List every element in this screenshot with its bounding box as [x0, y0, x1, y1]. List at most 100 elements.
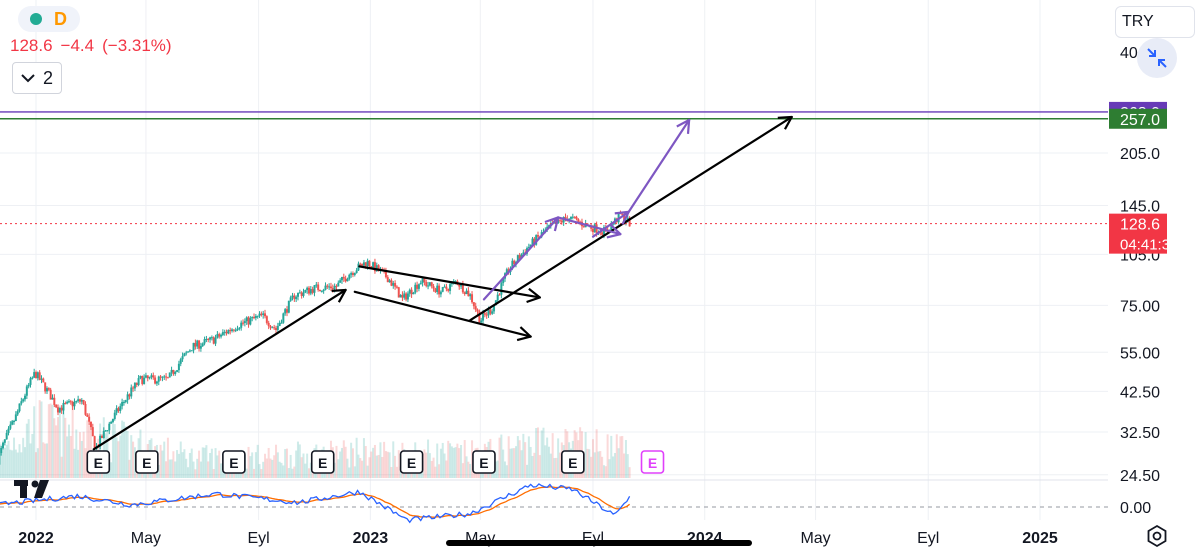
settings-icon[interactable]	[1145, 524, 1169, 548]
volume-bar	[522, 433, 525, 478]
volume-bar	[454, 447, 457, 478]
volume-bar	[597, 451, 600, 478]
volume-bar	[42, 442, 45, 478]
candle-body	[152, 375, 155, 378]
volume-bar	[119, 435, 122, 478]
candle-body	[329, 286, 332, 289]
candle-body	[296, 292, 299, 297]
volume-bar	[67, 424, 70, 478]
candle-body	[493, 305, 496, 312]
volume-bar	[553, 458, 556, 478]
candle-body	[44, 382, 47, 392]
volume-bar	[368, 457, 371, 478]
volume-bar	[551, 433, 554, 478]
horizontal-levels[interactable]	[0, 111, 1108, 225]
earnings-marker[interactable]: E	[135, 450, 159, 474]
volume-bar	[432, 457, 435, 478]
volume-bar	[56, 417, 59, 478]
indicators-toggle-button[interactable]: 2	[12, 62, 62, 94]
arrow-head	[606, 223, 622, 239]
candle-body	[502, 278, 505, 284]
drawn-arrows[interactable]	[92, 115, 793, 451]
earnings-marker[interactable]: E	[472, 450, 496, 474]
candle-body	[35, 372, 37, 379]
volume-bar	[447, 440, 450, 478]
candle-body	[621, 213, 624, 215]
candle-body	[201, 343, 204, 347]
candle-body	[395, 286, 398, 288]
candle-body	[364, 262, 367, 267]
candle-body	[427, 285, 430, 287]
volume-bar	[22, 437, 25, 478]
candle-body	[602, 227, 605, 235]
candle-body	[471, 294, 474, 303]
quote-line: 128.6 −4.4 (−3.31%)	[10, 36, 180, 56]
candle-body	[474, 306, 477, 310]
candle-body	[458, 284, 461, 287]
volume-bar	[300, 457, 303, 478]
earnings-marker[interactable]: E	[310, 450, 335, 474]
candle-body	[194, 342, 197, 347]
volume-bar	[621, 436, 624, 478]
trend-arrow[interactable]	[358, 265, 541, 299]
candle-body	[91, 427, 94, 437]
candle-body	[482, 313, 485, 321]
candle-body	[214, 337, 217, 344]
candle-body	[443, 286, 446, 288]
candle-body	[535, 235, 538, 245]
candle-body	[232, 329, 235, 331]
candle-body	[326, 285, 329, 287]
volume-bar	[214, 448, 217, 478]
earnings-marker[interactable]: E	[399, 450, 424, 474]
volume-bar	[251, 452, 254, 478]
volume-bar	[544, 445, 547, 478]
volume-bar	[557, 438, 560, 478]
volume-bar	[370, 451, 373, 478]
volume-bar	[256, 444, 259, 478]
volume-bar	[35, 452, 37, 478]
trend-arrow[interactable]	[627, 118, 691, 213]
volume-bar	[267, 447, 270, 478]
trend-arrow[interactable]	[92, 288, 347, 451]
candle-body	[265, 316, 268, 323]
trend-arrow[interactable]	[353, 290, 532, 338]
candle-body	[309, 289, 312, 294]
candle-body	[304, 290, 307, 293]
candle-body	[489, 309, 492, 314]
candle-body	[406, 293, 409, 300]
price-change-pct: (−3.31%)	[102, 36, 172, 55]
currency-selector[interactable]: TRY	[1115, 6, 1195, 38]
candle-body	[60, 407, 63, 411]
symbol-status[interactable]: D	[18, 6, 80, 32]
candle-body	[89, 421, 92, 428]
candle-body	[357, 263, 360, 271]
volume-bar	[606, 434, 609, 478]
earnings-marker[interactable]: E	[561, 450, 585, 474]
trend-arrow[interactable]	[482, 216, 560, 301]
collapse-chart-button[interactable]	[1137, 38, 1177, 78]
candle-body	[133, 383, 136, 389]
candle-body	[478, 311, 481, 323]
candle-body	[569, 216, 572, 219]
candle-body	[80, 399, 83, 402]
trend-arrow[interactable]	[469, 115, 793, 322]
price-axis[interactable]: 205.0145.0105.075.0055.0042.5032.5024.50…	[1120, 45, 1160, 517]
earnings-marker[interactable]: E	[222, 450, 246, 474]
earnings-marker[interactable]: E	[640, 450, 665, 474]
interval-badge: D	[54, 8, 67, 29]
price-tick-label: 42.50	[1120, 384, 1160, 401]
volume-bar	[69, 435, 72, 478]
earnings-marker[interactable]: E	[86, 450, 111, 474]
volume-bar	[113, 424, 116, 478]
earnings-label: E	[142, 455, 151, 471]
candle-body	[199, 346, 202, 349]
candle-body	[231, 329, 234, 332]
trend-arrow[interactable]	[591, 210, 630, 238]
volume-bar	[5, 444, 8, 478]
candle-body	[271, 327, 274, 329]
trend-arrow[interactable]	[557, 216, 622, 236]
arrow-head	[526, 287, 541, 304]
volume-bar	[78, 432, 81, 478]
